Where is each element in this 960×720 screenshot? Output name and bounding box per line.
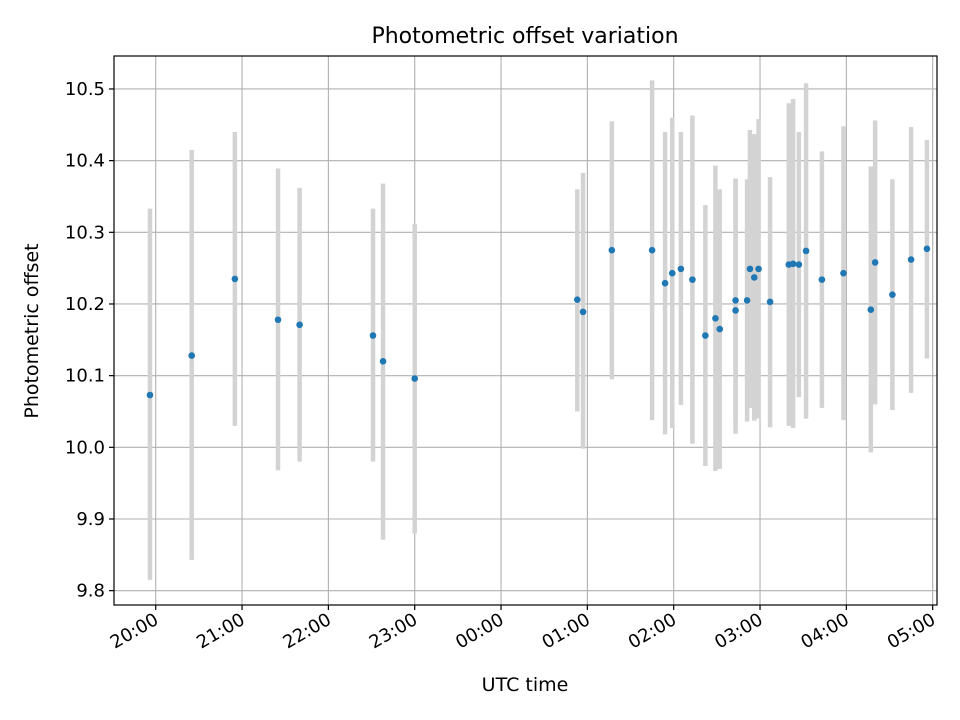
data-point xyxy=(661,279,669,287)
data-point xyxy=(923,245,931,253)
data-point xyxy=(818,276,826,283)
data-point xyxy=(750,274,758,281)
data-point xyxy=(746,265,754,273)
data-point xyxy=(871,259,879,266)
data-point xyxy=(802,247,810,255)
y-tick-label: 10.1 xyxy=(65,366,105,387)
data-point xyxy=(889,291,896,298)
y-axis-label: Photometric offset xyxy=(21,243,43,418)
data-point xyxy=(608,246,616,254)
data-point xyxy=(573,296,581,303)
y-tick-label: 9.8 xyxy=(76,581,105,602)
data-point xyxy=(702,332,709,339)
data-point xyxy=(867,306,875,314)
data-point xyxy=(668,269,676,277)
data-point xyxy=(840,269,847,277)
y-tick-label: 10.0 xyxy=(65,437,105,458)
data-point xyxy=(732,307,739,314)
data-point xyxy=(743,297,751,304)
data-point xyxy=(732,297,739,304)
y-tick-label: 10.2 xyxy=(65,294,105,315)
y-tick-label: 10.3 xyxy=(65,222,105,243)
data-point xyxy=(296,321,303,329)
data-point xyxy=(907,256,915,263)
data-point xyxy=(579,308,587,316)
data-point xyxy=(369,332,377,339)
data-point xyxy=(146,391,154,399)
data-point xyxy=(795,261,803,268)
data-point xyxy=(712,315,719,322)
y-axis-ticks: 9.8 9.9 10.0 10.1 10.2 10.3 10.4 10.5 xyxy=(65,79,114,602)
data-point xyxy=(716,325,724,333)
plot-frame xyxy=(113,55,938,606)
y-tick-label: 9.9 xyxy=(76,509,105,530)
data-point xyxy=(766,298,774,306)
data-point xyxy=(411,375,419,382)
data-points xyxy=(146,245,931,399)
data-point xyxy=(231,275,239,283)
data-point xyxy=(274,316,282,324)
x-axis-label: UTC time xyxy=(482,674,569,696)
data-point xyxy=(755,265,762,273)
data-point xyxy=(188,352,195,359)
data-point xyxy=(677,265,685,273)
data-point xyxy=(789,260,797,268)
y-tick-label: 10.4 xyxy=(65,151,105,172)
data-point xyxy=(689,276,696,283)
data-point xyxy=(648,246,656,254)
y-tick-label: 10.5 xyxy=(65,79,105,100)
chart-title: Photometric offset variation xyxy=(371,24,678,49)
data-point xyxy=(379,358,387,365)
